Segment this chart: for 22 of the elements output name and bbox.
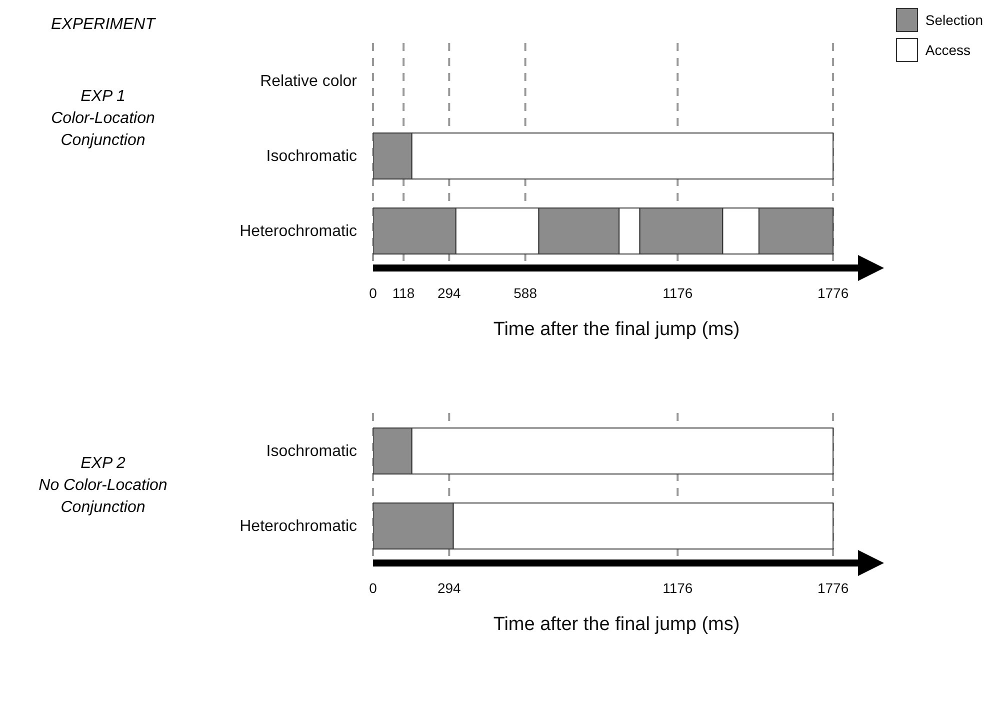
x-tick-label: 0 <box>369 284 378 301</box>
text: EXPERIMENT <box>50 16 157 34</box>
legend-label: Access <box>925 42 971 58</box>
y-tick-label: Heterochromatic <box>240 223 357 240</box>
y-tick-label: Heterochromatic <box>240 518 357 536</box>
text: EXP 2 No Color-Location Conjunction <box>38 454 168 518</box>
x-axis-title: Time after the final jump (ms) <box>493 319 740 340</box>
x-tick-label: 1776 <box>817 580 849 596</box>
x-tick-label: 0 <box>369 580 378 596</box>
x-tick-label: 1776 <box>817 284 849 301</box>
x-tick-label: 1176 <box>662 580 693 596</box>
y-tick-label: Isochromatic <box>266 443 357 460</box>
x-tick-label: 294 <box>437 580 462 596</box>
y-tick-label: Isochromatic <box>266 148 357 166</box>
x-axis-title: Time after the final jump (ms) <box>493 614 740 635</box>
x-tick-label: 118 <box>392 284 415 301</box>
x-tick-label: 588 <box>514 284 538 301</box>
x-tick-label: 1176 <box>662 284 693 301</box>
y-tick-label: Relative color <box>260 73 358 90</box>
text: EXP 1 Color-Location Conjunction <box>50 87 156 151</box>
x-tick-label: 294 <box>437 284 462 301</box>
legend-label: Selection <box>925 12 983 28</box>
